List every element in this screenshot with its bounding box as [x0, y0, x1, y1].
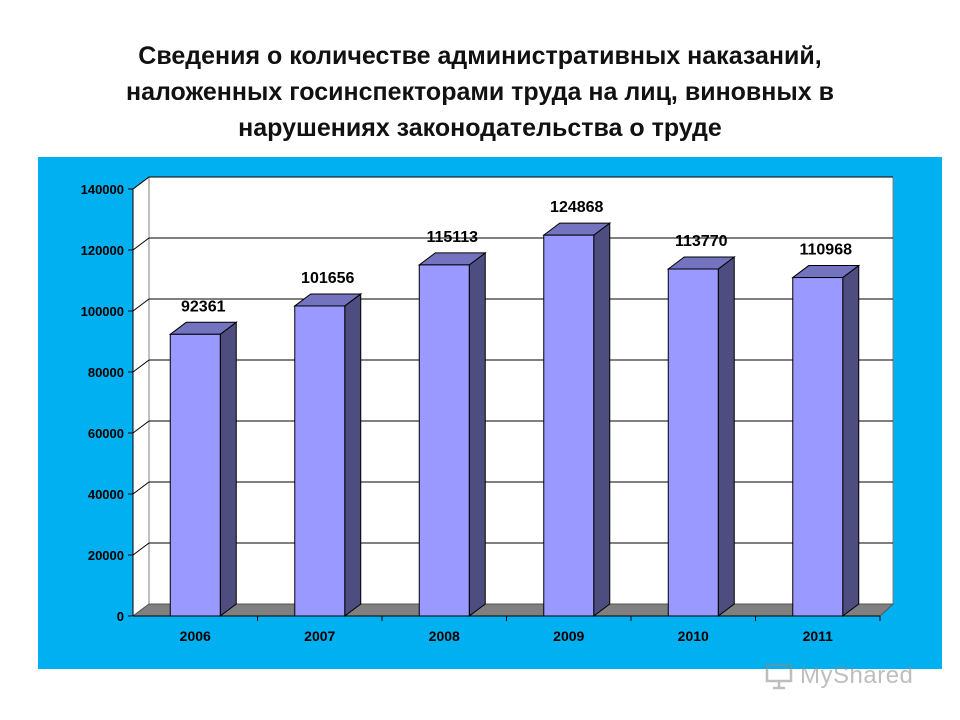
bar	[294, 305, 346, 617]
bar-side	[468, 251, 486, 617]
bar	[792, 277, 844, 617]
data-label: 92361	[181, 298, 226, 315]
gridline-depth	[132, 237, 150, 251]
y-tick-label: 80000	[88, 365, 124, 380]
x-tick-label: 2006	[180, 628, 211, 644]
gridline-depth	[132, 359, 150, 373]
gridline-depth	[132, 176, 150, 190]
x-tick-label: 2007	[304, 628, 335, 644]
y-tick-label: 0	[117, 609, 124, 624]
gridline-depth	[132, 420, 150, 434]
bar	[667, 268, 719, 617]
y-tick-label: 140000	[81, 182, 124, 197]
bar-side	[219, 321, 237, 617]
data-label: 115113	[426, 229, 478, 246]
y-tick-label: 60000	[88, 426, 124, 441]
page-title: Сведения о количестве административных н…	[40, 38, 920, 146]
watermark-text: MyShared	[800, 662, 914, 689]
plot-side-wall	[132, 176, 150, 617]
y-tick-label: 100000	[81, 304, 124, 319]
gridline-depth	[132, 298, 150, 312]
data-label: 113770	[675, 233, 728, 250]
chart-panel: 0 20000 40000 60000 80000 100000 120000 140000 9…	[38, 157, 942, 669]
title-line-1: Сведения о количестве административных н…	[138, 42, 822, 70]
bar-side	[842, 264, 860, 617]
title-line-2: наложенных госинспекторами труда на лиц,…	[126, 78, 834, 106]
data-label: 110968	[799, 242, 852, 259]
bar	[169, 333, 221, 617]
bar-chart: 0 20000 40000 60000 80000 100000 120000 140000 9…	[81, 176, 895, 644]
x-tick-label: 2008	[429, 628, 460, 644]
bar	[543, 234, 595, 617]
bar-side	[717, 256, 735, 617]
data-label: 101656	[301, 270, 354, 287]
title-line-3: нарушениях законодательства о труде	[238, 114, 722, 142]
x-tick-label: 2010	[678, 628, 709, 644]
gridline-depth	[132, 542, 150, 556]
watermark: MyShared	[764, 656, 954, 696]
plot-back-wall	[148, 176, 894, 605]
bar-side	[593, 222, 611, 617]
y-tick-label: 40000	[88, 487, 124, 502]
plot-floor	[131, 603, 895, 617]
presentation-board-icon	[765, 663, 793, 690]
y-tick-label: 20000	[88, 548, 124, 563]
bar-side	[344, 292, 362, 617]
data-label: 124868	[550, 199, 603, 216]
x-tick-label: 2009	[553, 628, 584, 644]
bar	[418, 264, 470, 617]
gridline-depth	[132, 481, 150, 495]
y-tick-label: 120000	[81, 243, 124, 258]
x-tick-label: 2011	[803, 628, 834, 644]
